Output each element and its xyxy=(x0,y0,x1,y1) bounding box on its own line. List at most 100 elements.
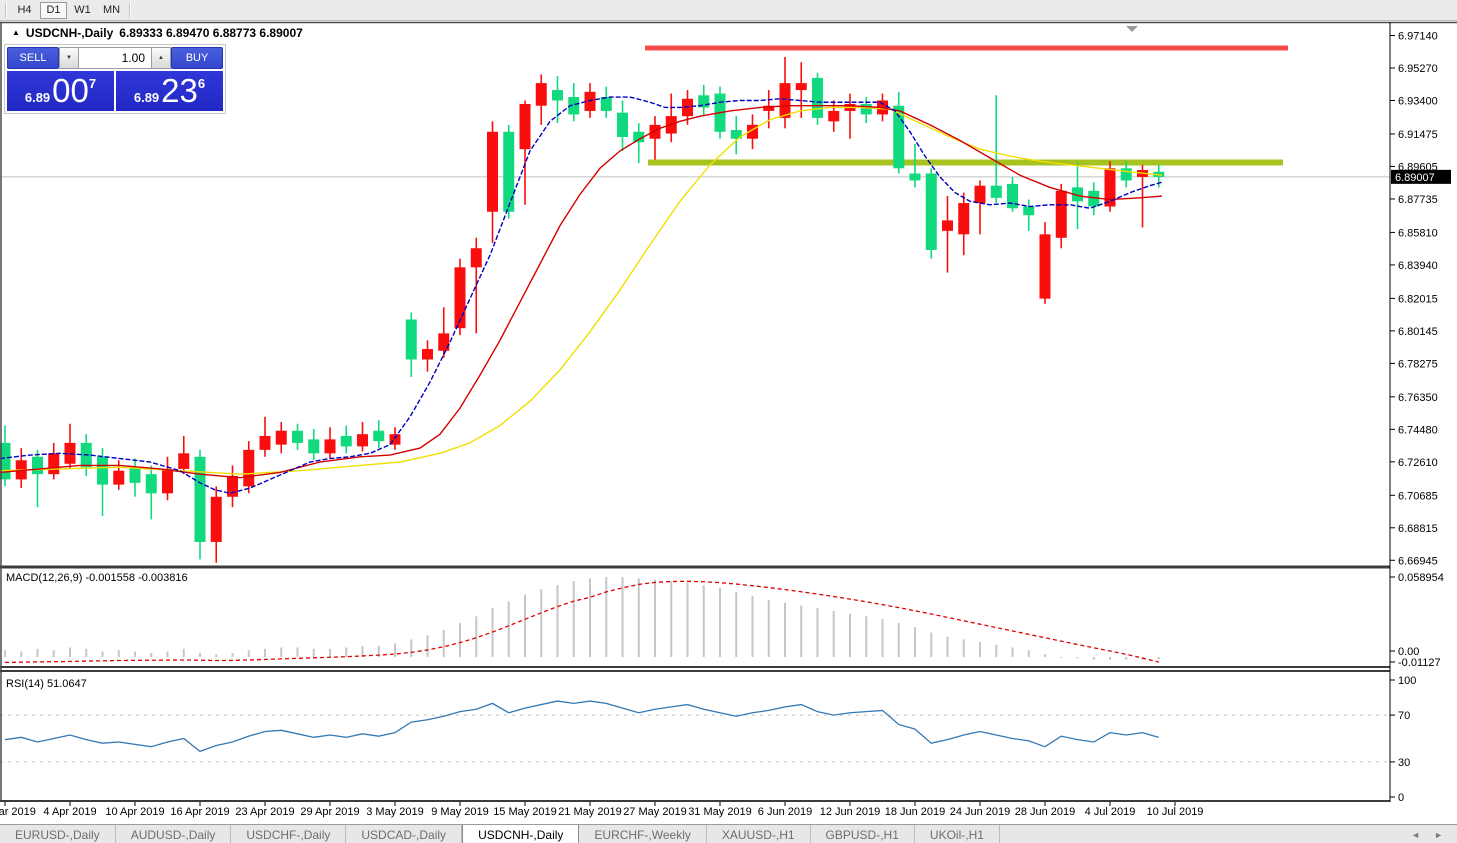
candle-body xyxy=(487,131,498,212)
svg-text:3 May 2019: 3 May 2019 xyxy=(366,806,423,818)
candle-body xyxy=(730,130,742,139)
ma-medium-line xyxy=(0,105,1163,479)
candle-body xyxy=(405,319,417,360)
candle-body xyxy=(162,468,173,494)
buy-price-big-digits: 23 xyxy=(161,72,198,109)
svg-text:0.00: 0.00 xyxy=(1398,646,1419,658)
symbol-tab-usdchf[interactable]: USDCHF-,Daily xyxy=(231,825,347,843)
volume-increase-button[interactable]: ▲ xyxy=(151,47,171,69)
symbol-tab-eurchf[interactable]: EURCHF-,Weekly xyxy=(579,825,707,843)
candle-body xyxy=(974,185,986,204)
candle-body xyxy=(48,453,60,475)
svg-text:31 May 2019: 31 May 2019 xyxy=(688,806,752,818)
candle-body xyxy=(909,173,921,181)
sell-price-big-digits: 00 xyxy=(52,72,89,109)
candle-body xyxy=(600,97,612,111)
timeframe-button-d1[interactable]: D1 xyxy=(40,1,67,19)
ma-fast-line xyxy=(0,96,1163,495)
symbol-tab-gbpusd[interactable]: GBPUSD-,H1 xyxy=(811,825,915,843)
candle-body xyxy=(519,103,531,150)
candle-body xyxy=(958,203,970,235)
candle-body xyxy=(990,185,1002,198)
candle-body xyxy=(259,435,271,450)
candle-body xyxy=(649,124,661,139)
chart-shift-marker-icon xyxy=(1126,26,1138,32)
svg-text:6.80145: 6.80145 xyxy=(1398,326,1438,338)
svg-text:6.87735: 6.87735 xyxy=(1398,194,1438,206)
candle-body xyxy=(32,456,43,475)
candle-body xyxy=(1039,234,1051,299)
candle-body xyxy=(503,131,515,212)
svg-text:6.91475: 6.91475 xyxy=(1398,129,1438,141)
candle-body xyxy=(698,95,710,108)
svg-text:27 May 2019: 27 May 2019 xyxy=(623,806,687,818)
timeframe-button-h4[interactable]: H4 xyxy=(11,2,38,19)
svg-text:23 Apr 2019: 23 Apr 2019 xyxy=(235,806,294,818)
candle-body xyxy=(308,439,320,454)
svg-text:15 May 2019: 15 May 2019 xyxy=(493,806,557,818)
candles xyxy=(0,57,1165,563)
candle-body xyxy=(129,467,141,483)
candle-body xyxy=(210,496,222,542)
volume-input[interactable] xyxy=(79,47,151,69)
candle-body xyxy=(747,124,758,139)
timeframe-button-mn[interactable]: MN xyxy=(98,2,125,19)
candle-body xyxy=(893,105,905,169)
candle-body xyxy=(584,91,596,111)
symbol-tab-eurusd[interactable]: EURUSD-,Daily xyxy=(0,825,116,843)
svg-text:6.78275: 6.78275 xyxy=(1398,358,1438,370)
price-axis: 6.971406.952706.934006.914756.896056.877… xyxy=(1390,31,1438,567)
candle-body xyxy=(1072,187,1083,202)
rsi-indicator-label: RSI(14) 51.0647 xyxy=(6,678,87,690)
svg-text:28 Jun 2019: 28 Jun 2019 xyxy=(1015,806,1076,818)
candle-body xyxy=(1104,168,1116,207)
candle-body xyxy=(454,267,466,329)
sell-price-prefix: 6.89 xyxy=(24,90,51,105)
tab-scroll-right-icon[interactable]: ► xyxy=(1434,829,1443,840)
symbol-tab-usdcad[interactable]: USDCAD-,Daily xyxy=(346,825,463,843)
svg-text:6.85810: 6.85810 xyxy=(1398,227,1438,239)
candle-body xyxy=(324,439,336,454)
toolbar-separator xyxy=(5,2,7,18)
symbol-tab-audusd[interactable]: AUDUSD-,Daily xyxy=(116,825,232,843)
candle-body xyxy=(292,430,303,443)
sell-price-display[interactable]: 6.89 00 7 xyxy=(7,71,114,111)
candle-body xyxy=(340,435,352,447)
svg-text:6.68815: 6.68815 xyxy=(1398,523,1438,535)
svg-text:9 May 2019: 9 May 2019 xyxy=(431,806,488,818)
svg-text:4 Jul 2019: 4 Jul 2019 xyxy=(1085,806,1136,818)
candle-body xyxy=(438,333,450,351)
candle-body xyxy=(1007,183,1018,209)
svg-text:21 May 2019: 21 May 2019 xyxy=(558,806,622,818)
svg-text:6.70685: 6.70685 xyxy=(1398,490,1438,502)
candle-body xyxy=(860,103,872,115)
symbol-tab-ukoil[interactable]: UKOil-,H1 xyxy=(915,825,1000,843)
candle-body xyxy=(779,83,791,118)
volume-decrease-button[interactable]: ▼ xyxy=(59,47,79,69)
sell-button[interactable]: SELL xyxy=(7,47,59,69)
buy-button[interactable]: BUY xyxy=(171,47,223,69)
candle-body xyxy=(942,220,953,231)
svg-text:10 Apr 2019: 10 Apr 2019 xyxy=(105,806,164,818)
macd-axis: 0.058954 0.00-0.01127 xyxy=(1390,572,1444,669)
candle-body xyxy=(535,83,547,106)
chart-symbol-label: USDCNH-,Daily xyxy=(25,26,114,40)
macd-histogram xyxy=(4,576,1160,660)
chart-title: ▲ USDCNH-,Daily 6.89333 6.89470 6.88773 … xyxy=(12,26,303,40)
tab-scroll-left-icon[interactable]: ◄ xyxy=(1411,829,1421,840)
candle-body xyxy=(178,453,190,469)
candle-body xyxy=(389,434,401,445)
candle-body xyxy=(1088,190,1100,207)
symbol-tab-xauusd[interactable]: XAUUSD-,H1 xyxy=(707,825,811,843)
collapse-triangle-icon[interactable]: ▲ xyxy=(12,27,20,37)
svg-text:30: 30 xyxy=(1398,757,1410,769)
symbol-tab-usdcnh[interactable]: USDCNH-,Daily xyxy=(462,825,580,843)
candle-body xyxy=(1055,190,1067,238)
chart-ohlc-values: 6.89333 6.89470 6.88773 6.89007 xyxy=(119,26,303,40)
svg-text:6 Jun 2019: 6 Jun 2019 xyxy=(758,806,812,818)
candle-body xyxy=(275,430,287,445)
svg-text:6.72610: 6.72610 xyxy=(1398,457,1438,469)
buy-price-display[interactable]: 6.89 23 6 xyxy=(116,71,223,111)
timeframe-button-w1[interactable]: W1 xyxy=(69,2,96,19)
